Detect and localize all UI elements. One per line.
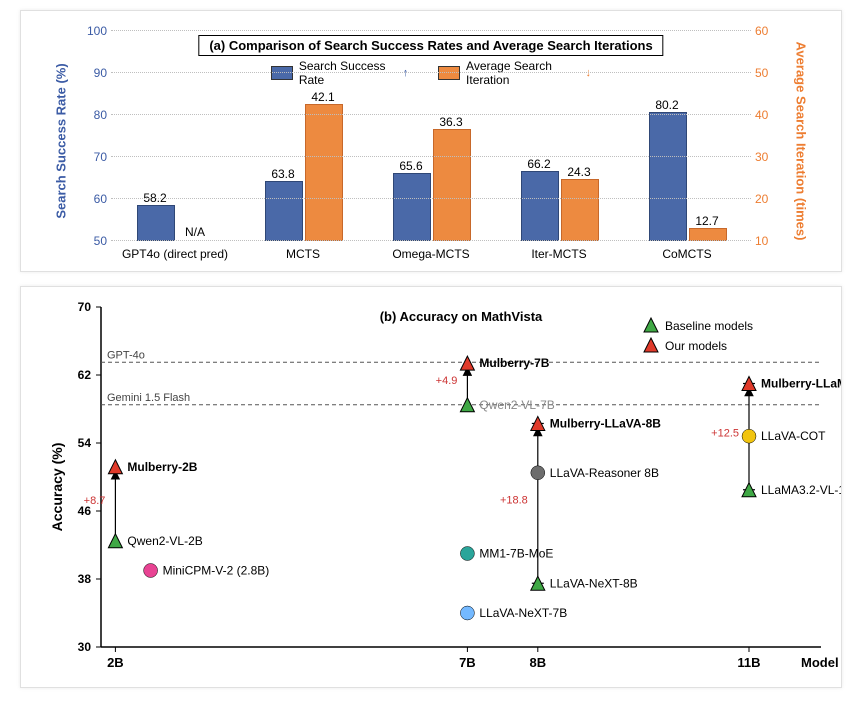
panel-a-left-tick: 50 [77, 234, 107, 248]
panel-a-right-tick: 60 [755, 24, 785, 38]
point-label: LLaVA-NeXT-7B [479, 606, 567, 620]
panel-a-category-label: Omega-MCTS [366, 247, 496, 261]
bar-success-value: 63.8 [265, 167, 301, 181]
bar-success [649, 112, 687, 241]
panel-b-plot-svg: 3038465462702B7B8B11BModel SizeGPT-4oGem… [21, 287, 841, 687]
improvement-delta: +18.8 [500, 494, 528, 506]
panel-b-xtick-label: 11B [737, 655, 760, 670]
bar-iteration [689, 228, 727, 241]
point-label: Mulberry-LLaMA-11B [761, 377, 841, 391]
triangle-icon [108, 534, 122, 548]
bar-iteration-value: 36.3 [433, 115, 469, 129]
legend-ours-label: Our models [665, 339, 727, 353]
point-label: Qwen2-VL-2B [127, 534, 202, 548]
panel-b-x-axis-label: Model Size [801, 655, 841, 670]
panel-a-right-tick: 30 [755, 150, 785, 164]
panel-a: Search Success Rate (%) Average Search I… [20, 10, 842, 272]
improvement-delta: +4.9 [436, 375, 458, 387]
point-label: MiniCPM-V-2 (2.8B) [163, 564, 270, 578]
bar-success [521, 171, 559, 241]
panel-b: Accuracy (%) 3038465462702B7B8B11BModel … [20, 286, 842, 688]
panel-b-xtick-label: 2B [107, 655, 124, 670]
point-label: Qwen2-VL-7B [479, 398, 554, 412]
bar-success [393, 173, 431, 241]
circle-icon [144, 564, 158, 578]
point-label: LLaVA-Reasoner 8B [550, 466, 659, 480]
panel-b-ytick-label: 30 [78, 640, 92, 654]
panel-a-category-label: Iter-MCTS [494, 247, 624, 261]
panel-b-ytick-label: 38 [78, 572, 92, 586]
bar-iteration [433, 129, 471, 241]
triangle-icon [644, 318, 658, 332]
panel-a-gridline [111, 114, 751, 115]
improvement-delta: +12.5 [711, 428, 739, 440]
circle-icon [460, 547, 474, 561]
panel-a-right-tick: 50 [755, 66, 785, 80]
panel-a-left-tick: 80 [77, 108, 107, 122]
figure-page: Search Success Rate (%) Average Search I… [0, 0, 860, 706]
panel-a-right-tick: 40 [755, 108, 785, 122]
legend-baseline-label: Baseline models [665, 319, 753, 333]
triangle-icon [460, 356, 474, 370]
panel-a-left-axis-label: Search Success Rate (%) [54, 63, 69, 218]
circle-icon [460, 606, 474, 620]
bar-success-value: 66.2 [521, 157, 557, 171]
panel-b-title: (b) Accuracy on MathVista [380, 309, 543, 324]
panel-a-category-label: CoMCTS [622, 247, 752, 261]
panel-a-gridline [111, 156, 751, 157]
panel-a-gridline [111, 30, 751, 31]
bar-success [137, 205, 175, 241]
bar-iteration [305, 104, 343, 241]
triangle-icon [644, 338, 658, 352]
point-label: Mulberry-2B [127, 460, 197, 474]
bar-success-value: 80.2 [649, 98, 685, 112]
panel-b-ytick-label: 70 [78, 300, 92, 314]
panel-a-right-ticks: 102030405060 [751, 31, 781, 241]
bar-iteration-value: 12.7 [689, 214, 725, 228]
circle-icon [742, 429, 756, 443]
circle-icon [531, 466, 545, 480]
panel-a-right-axis-label: Average Search Iteration (times) [794, 42, 809, 241]
panel-a-bars: 58.2N/AGPT4o (direct pred)63.842.1MCTS65… [111, 31, 751, 241]
panel-a-gridline [111, 240, 751, 241]
point-label: Mulberry-7B [479, 356, 549, 370]
panel-a-right-tick: 10 [755, 234, 785, 248]
panel-b-ytick-label: 62 [78, 368, 92, 382]
reference-line-label: GPT-4o [107, 349, 145, 361]
bar-iteration-value: 42.1 [305, 90, 341, 104]
point-label: LLaVA-NeXT-8B [550, 576, 638, 590]
panel-b-xtick-label: 8B [529, 655, 546, 670]
bar-iteration [561, 179, 599, 241]
panel-a-left-tick: 60 [77, 192, 107, 206]
improvement-delta: +8.7 [84, 495, 106, 507]
point-label: LLaMA3.2-VL-11B [761, 483, 841, 497]
point-label: MM1-7B-MoE [479, 547, 553, 561]
point-label: Mulberry-LLaVA-8B [550, 416, 661, 430]
panel-a-left-tick: 100 [77, 24, 107, 38]
reference-line-label: Gemini 1.5 Flash [107, 392, 190, 404]
panel-a-gridline [111, 198, 751, 199]
panel-a-gridline [111, 72, 751, 73]
bar-success [265, 181, 303, 241]
panel-a-right-tick: 20 [755, 192, 785, 206]
point-label: LLaVA-COT [761, 429, 826, 443]
panel-a-plot-area: (a) Comparison of Search Success Rates a… [111, 31, 751, 241]
panel-b-xtick-label: 7B [459, 655, 476, 670]
panel-a-category-label: MCTS [238, 247, 368, 261]
triangle-icon [108, 460, 122, 474]
panel-a-left-ticks: 5060708090100 [81, 31, 111, 241]
bar-iteration-value: 24.3 [561, 165, 597, 179]
panel-a-category-label: GPT4o (direct pred) [110, 247, 240, 261]
panel-a-left-tick: 70 [77, 150, 107, 164]
panel-b-ytick-label: 54 [78, 436, 92, 450]
panel-a-left-tick: 90 [77, 66, 107, 80]
bar-success-value: 65.6 [393, 159, 429, 173]
bar-iteration-na: N/A [177, 225, 213, 239]
